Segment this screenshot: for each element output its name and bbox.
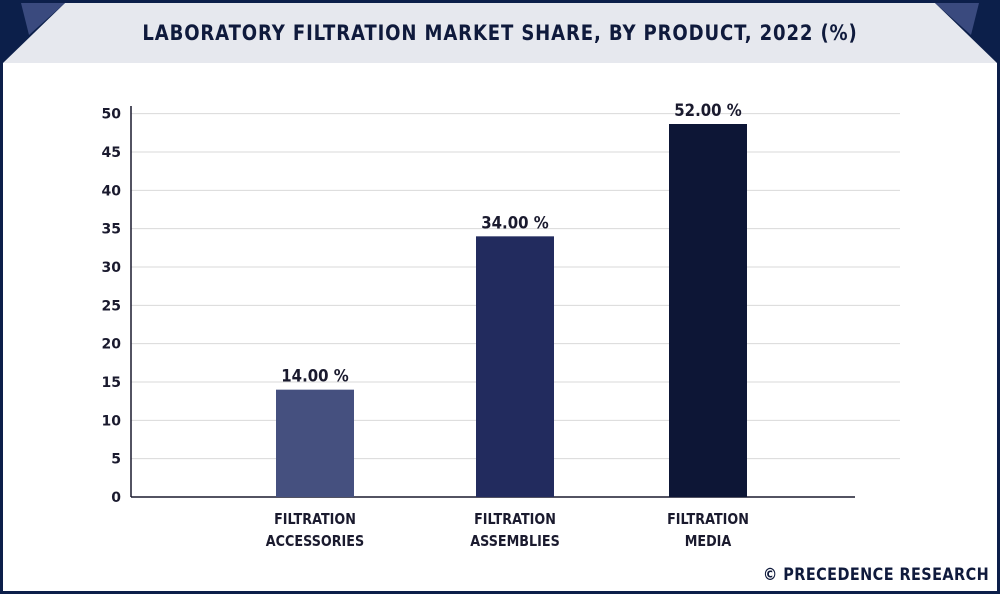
- y-tick-label: 0: [111, 490, 121, 506]
- bar: [476, 236, 554, 498]
- corner-decoration-right: [935, 3, 997, 63]
- y-tick-label: 45: [102, 145, 121, 161]
- bar-chart: 0 5 10 15 20 25 30 35 40 45 50 14.00 % 34.00 % 52.00 …: [102, 100, 900, 506]
- x-category-label-line: FILTRATION: [667, 510, 749, 528]
- x-category-label-line: ACCESSORIES: [265, 532, 365, 550]
- y-tick-label: 15: [102, 375, 121, 391]
- y-tick-label: 25: [102, 298, 121, 314]
- data-label: 52.00 %: [674, 100, 741, 120]
- bar: [669, 124, 747, 497]
- x-category-label: FILTRATION ACCESSORIES: [247, 508, 383, 552]
- x-category-label-line: FILTRATION: [474, 510, 556, 528]
- y-tick-label: 50: [102, 107, 122, 123]
- y-tick-label: 20: [102, 337, 122, 353]
- y-tick-label: 40: [102, 183, 122, 199]
- x-category-label-line: FILTRATION: [274, 510, 356, 528]
- data-label: 14.00 %: [281, 366, 348, 386]
- x-category-label-line: MEDIA: [684, 532, 732, 550]
- y-tick-label: 5: [111, 452, 121, 468]
- chart-title: LABORATORY FILTRATION MARKET SHARE, BY P…: [142, 21, 858, 45]
- watermark: © PRECEDENCE RESEARCH: [762, 565, 989, 585]
- x-category-label: FILTRATION MEDIA: [640, 508, 776, 552]
- data-label: 34.00 %: [481, 212, 548, 232]
- y-tick-label: 10: [102, 413, 122, 429]
- header-band: [3, 3, 997, 63]
- y-tick-label: 35: [102, 222, 121, 238]
- y-tick-label: 30: [102, 260, 122, 276]
- corner-decoration-left: [3, 3, 65, 63]
- bar: [276, 389, 354, 497]
- x-category-label-line: ASSEMBLIES: [470, 532, 560, 550]
- x-category-label: FILTRATION ASSEMBLIES: [447, 508, 583, 552]
